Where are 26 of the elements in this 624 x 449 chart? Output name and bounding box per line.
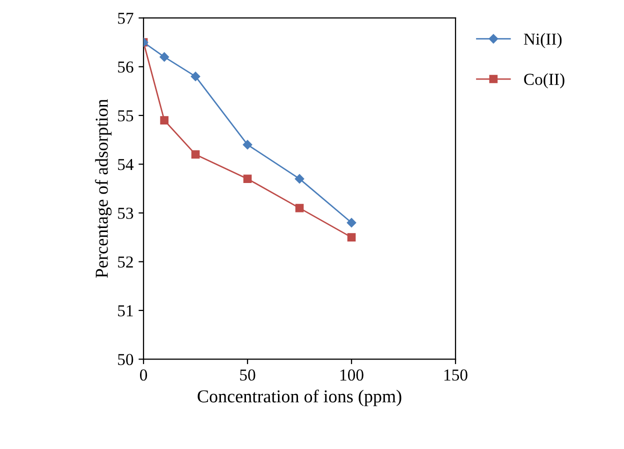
x-tick-label: 50 bbox=[240, 369, 256, 381]
y-tick-label: 50 bbox=[118, 354, 134, 366]
point bbox=[160, 52, 169, 62]
legend-label: Ni(II) bbox=[524, 33, 562, 48]
y-tick-label: 57 bbox=[118, 12, 134, 24]
point bbox=[242, 140, 252, 150]
x-tick-label: 150 bbox=[444, 369, 468, 381]
x-tick-label: 100 bbox=[340, 369, 364, 381]
point bbox=[346, 218, 356, 228]
y-tick-label: 51 bbox=[118, 305, 133, 316]
y-tick-label: 52 bbox=[118, 256, 133, 268]
y-tick-label: 53 bbox=[118, 208, 134, 219]
point bbox=[190, 72, 200, 82]
y-tick-label: 54 bbox=[118, 159, 134, 170]
y-tick-label: 55 bbox=[118, 110, 134, 122]
point bbox=[243, 174, 252, 183]
point bbox=[191, 150, 200, 159]
x-tick-label: 0 bbox=[140, 369, 148, 381]
point bbox=[347, 233, 356, 242]
x-axis-title: Concentration of ions (ppm) bbox=[198, 390, 402, 406]
point bbox=[294, 174, 304, 184]
y-axis-title: Percentage of adsorption bbox=[94, 99, 112, 278]
point bbox=[160, 116, 168, 124]
y-tick-label: 56 bbox=[118, 61, 134, 73]
point bbox=[295, 204, 304, 212]
legend-label: Co(II) bbox=[524, 73, 564, 88]
